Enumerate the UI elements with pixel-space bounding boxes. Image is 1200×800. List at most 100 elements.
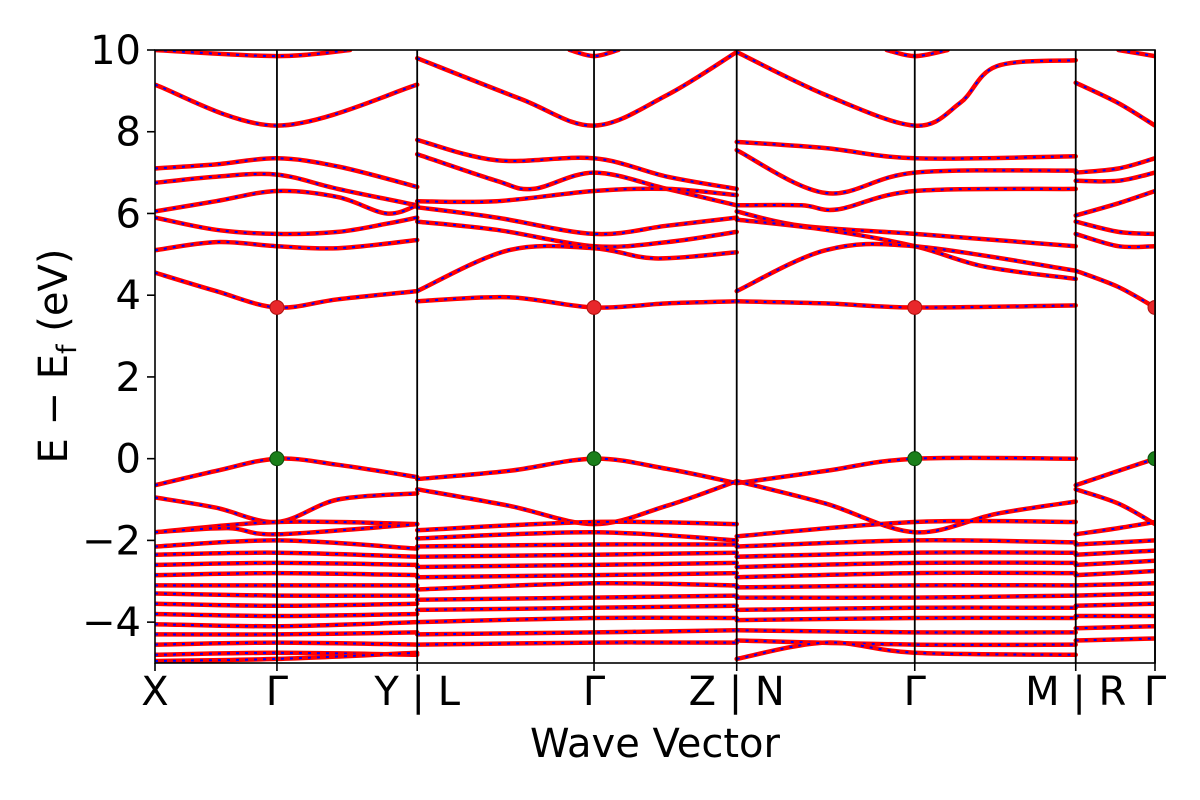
band-line-dotted <box>155 551 418 558</box>
band-line <box>734 518 1078 539</box>
band-edge-marker <box>907 299 923 315</box>
y-tick-label: 10 <box>90 28 141 74</box>
band-line <box>414 205 739 237</box>
band-line-dotted <box>417 457 737 485</box>
band-line <box>155 611 420 619</box>
band-edge-marker <box>269 451 285 467</box>
band-line-dotted <box>736 641 1076 660</box>
band-line-dotted <box>155 157 418 188</box>
band-line <box>734 455 1078 486</box>
band-line <box>155 188 420 216</box>
band-line-dotted <box>155 641 418 646</box>
band-line-dotted <box>736 606 1076 611</box>
band-line <box>734 217 1078 282</box>
band-line-dotted <box>736 639 1076 646</box>
band-line <box>734 186 1078 213</box>
band-line-dotted <box>155 492 418 524</box>
x-tick-label: X <box>141 669 168 715</box>
band-line-dotted <box>155 523 418 536</box>
band-line-dotted <box>417 296 737 309</box>
band-edge-marker <box>907 451 923 467</box>
band-line <box>1073 80 1155 128</box>
band-line <box>1073 548 1155 557</box>
band-line <box>155 601 420 609</box>
band-line-dotted <box>1075 602 1155 607</box>
band-edge-marker <box>1147 451 1155 467</box>
band-line-dotted <box>155 651 418 656</box>
band-line-dotted <box>736 539 1076 548</box>
band-line-dotted <box>736 243 1076 293</box>
band-line <box>1073 188 1155 218</box>
band-line-dotted <box>417 604 737 611</box>
x-tick-label: Z | N <box>689 669 785 715</box>
band-line-dotted <box>1075 559 1155 566</box>
band-line-dotted <box>1075 521 1155 536</box>
band-line-dotted <box>1075 488 1155 525</box>
band-line-dotted <box>416 51 738 127</box>
band-line <box>155 619 420 629</box>
band-line-dotted <box>155 561 418 566</box>
band-line <box>1073 623 1155 631</box>
band-line-dotted <box>1075 570 1155 577</box>
band-line-dotted <box>736 584 1076 589</box>
x-tick-label: Γ <box>266 669 289 715</box>
band-line-dotted <box>1075 157 1155 174</box>
band-line-dotted <box>417 582 737 591</box>
band-line-dotted <box>1075 81 1155 127</box>
band-line <box>155 491 420 525</box>
band-line <box>1073 568 1155 578</box>
y-tick-label: 8 <box>116 110 141 156</box>
markers-layer <box>269 299 1155 467</box>
band-line <box>734 241 1078 294</box>
band-line <box>734 209 1078 249</box>
band-line-dotted <box>155 613 418 618</box>
band-line <box>155 456 420 488</box>
y-tick-label: 6 <box>116 191 141 237</box>
band-edge-marker <box>586 299 602 315</box>
band-line <box>155 156 420 190</box>
x-tick-label: Y | L <box>373 669 460 715</box>
y-ticks-layer: −4 −2 0 2 4 6 8 10 <box>82 28 155 646</box>
band-line <box>1073 487 1155 527</box>
band-line-dotted <box>1075 269 1155 309</box>
band-line <box>1073 219 1155 237</box>
band-line-dotted <box>417 480 738 526</box>
band-line-dotted <box>417 551 737 558</box>
band-line-dotted <box>417 520 737 532</box>
band-edge-marker <box>1147 299 1155 315</box>
band-line-dotted <box>736 571 1076 579</box>
band-line-dotted <box>155 457 418 487</box>
bands-layer <box>155 50 1155 663</box>
band-line-dotted <box>736 218 1076 280</box>
band-line-dotted <box>736 149 1076 195</box>
band-line-dotted <box>1075 232 1155 249</box>
band-line <box>1073 591 1155 598</box>
x-ticks-layer: X Γ Y | L Γ Z | N Γ M | R Γ <box>141 663 1167 715</box>
band-line <box>1073 558 1155 568</box>
band-line <box>1073 268 1155 310</box>
band-line-dotted <box>155 50 351 58</box>
band-line-dotted <box>1075 190 1155 217</box>
band-line-dotted <box>417 629 737 636</box>
band-line <box>155 521 420 537</box>
band-line <box>414 478 739 527</box>
band-line <box>155 640 420 647</box>
band-line-dotted <box>1075 457 1155 487</box>
y-tick-label: 0 <box>116 437 141 483</box>
band-line <box>155 82 420 128</box>
band-line <box>1073 601 1155 609</box>
y-axis-title-unit: (eV) <box>31 249 77 345</box>
x-tick-label: M | R <box>1025 669 1126 715</box>
band-line-dotted <box>1075 592 1155 597</box>
band-line <box>1073 456 1155 488</box>
band-line <box>1073 156 1155 175</box>
band-line-dotted <box>736 140 1076 160</box>
band-line-dotted <box>736 551 1076 558</box>
band-line-dotted <box>417 641 737 646</box>
x-tick-label: Γ <box>583 669 606 715</box>
y-tick-label: 2 <box>116 355 141 401</box>
x-tick-label: Γ <box>904 669 927 715</box>
y-tick-label: 4 <box>116 273 141 319</box>
band-line-dotted <box>417 616 737 624</box>
